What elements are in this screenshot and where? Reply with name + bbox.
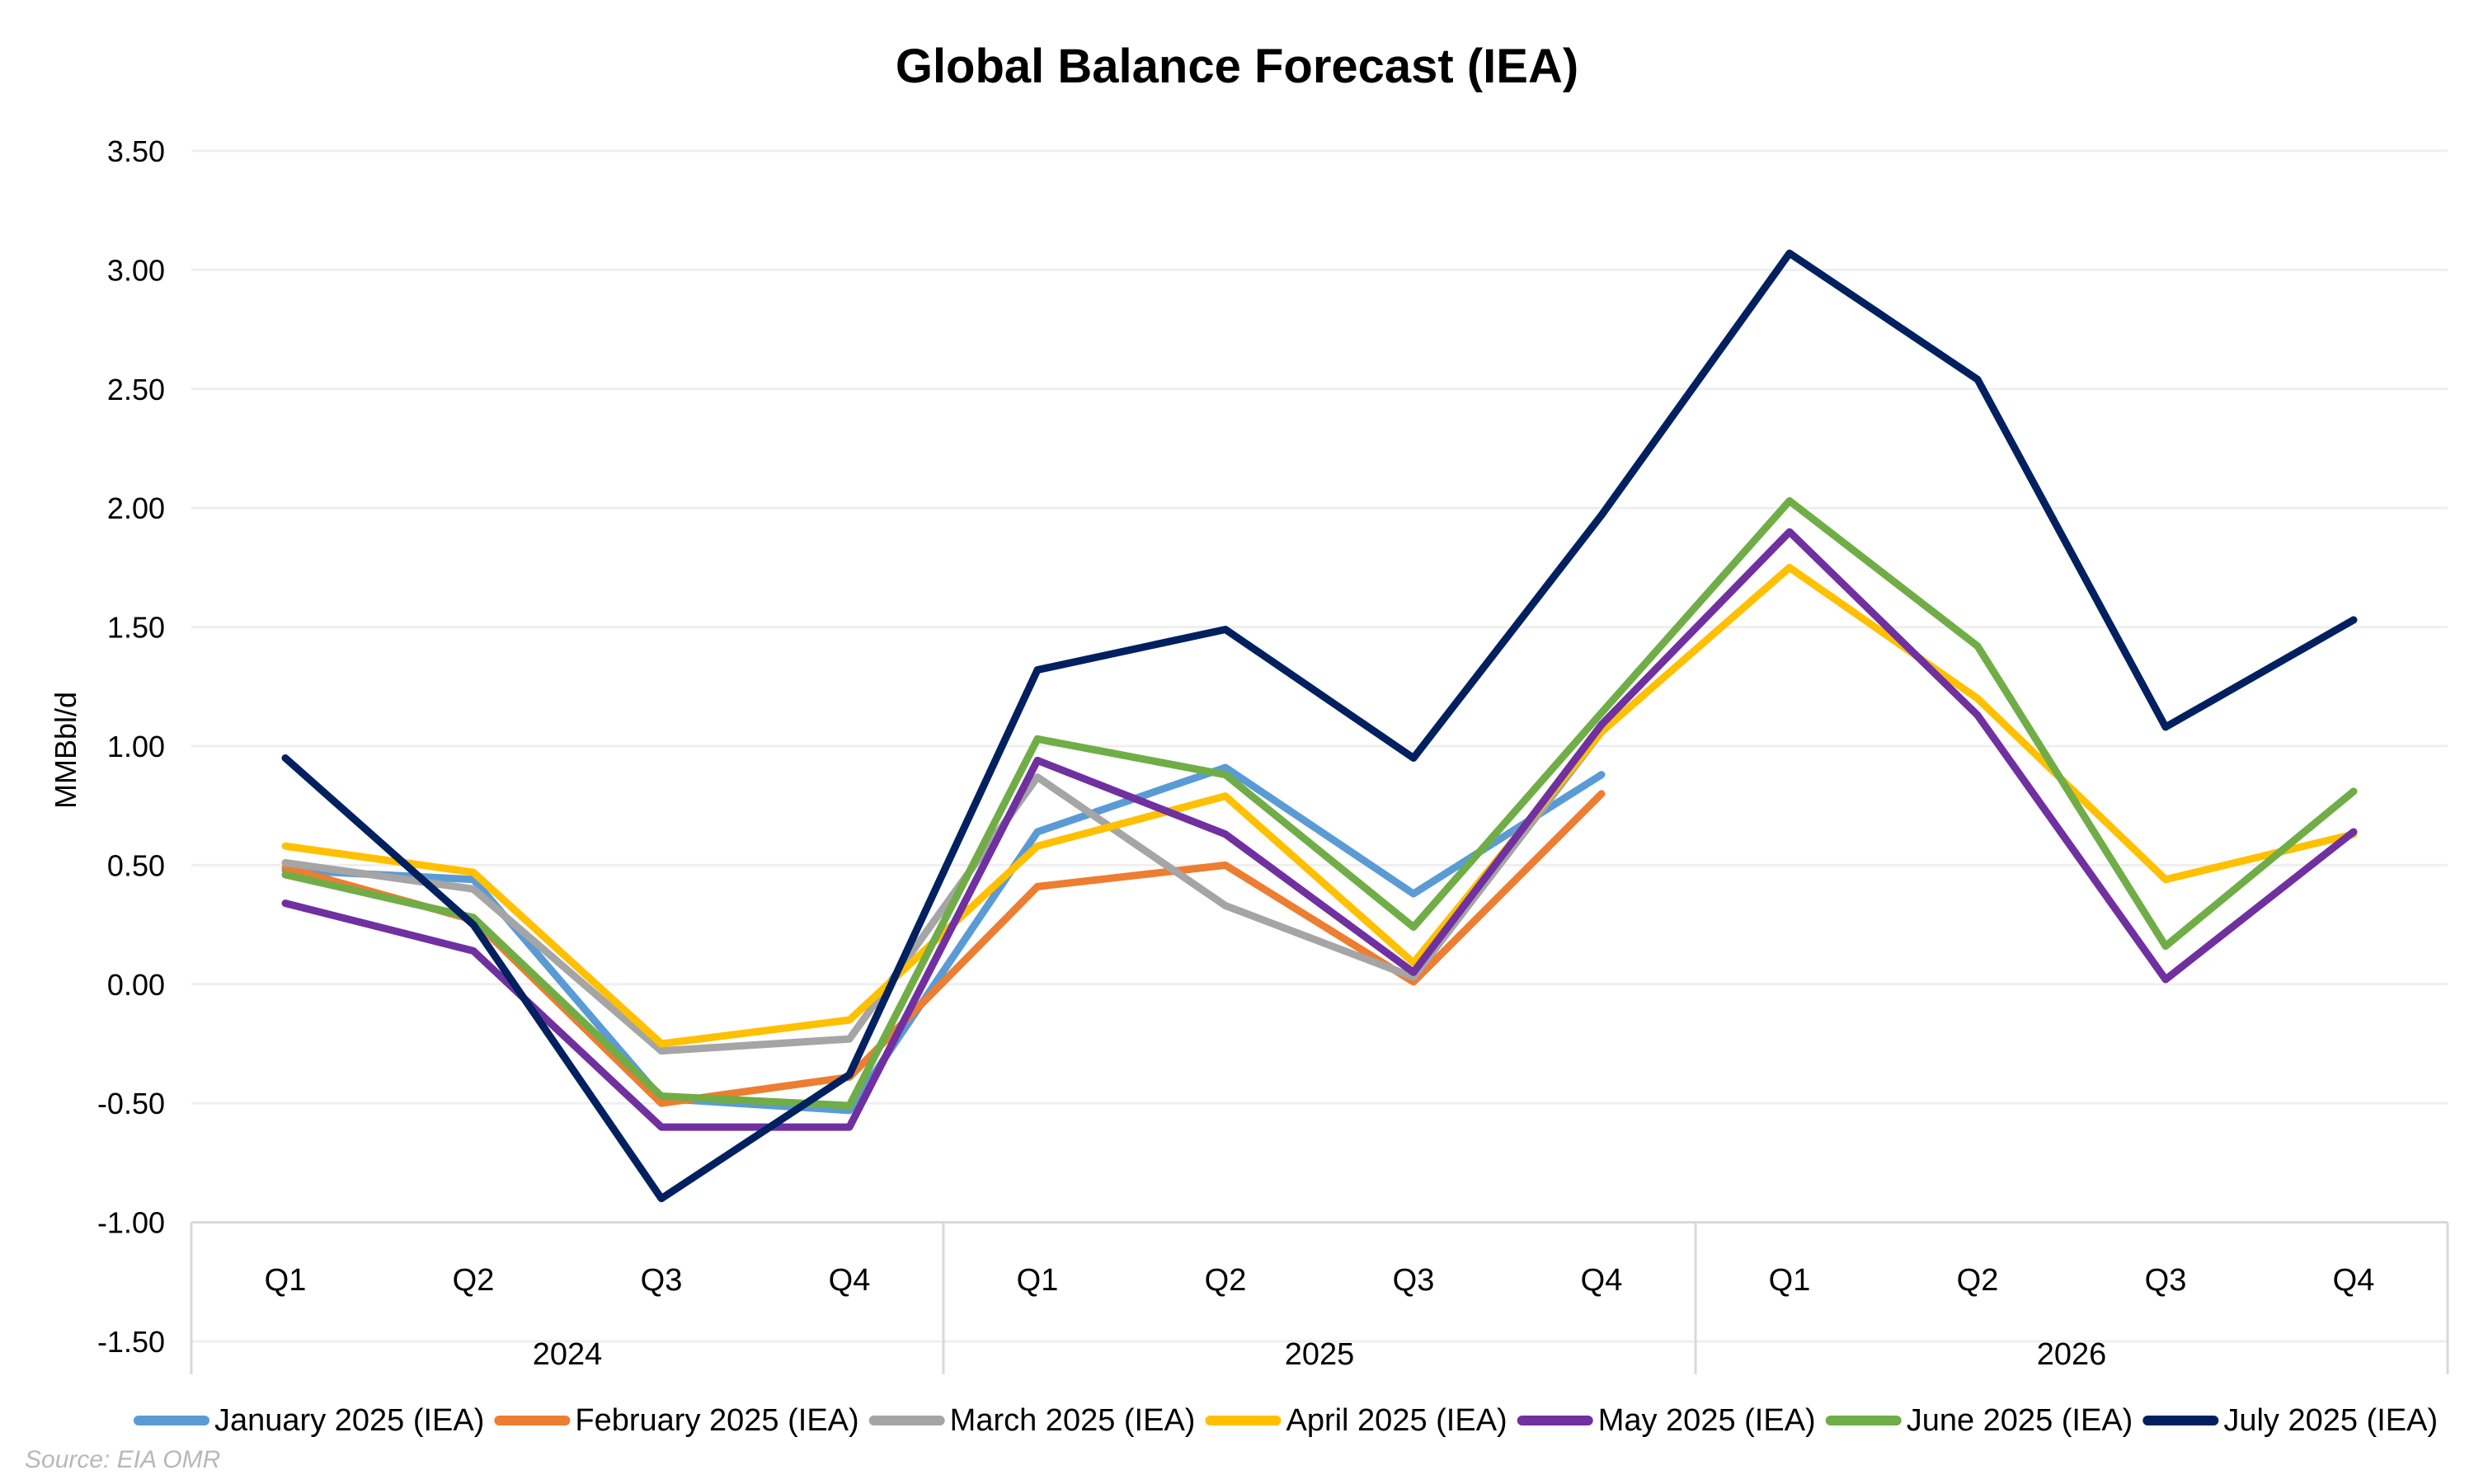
x-group-label: 2025 [1285,1337,1355,1372]
y-axis-ticks: 3.50 3.00 2.50 2.00 1.50 1.00 0.50 0.00 -0.50 -1.… [97,134,165,1359]
legend-label: June 2025 (IEA) [1907,1403,2133,1438]
x-tick-label: Q1 [1017,1263,1059,1298]
legend-label: April 2025 (IEA) [1286,1403,1507,1438]
legend-item: June 2025 (IEA) [1825,1403,2133,1438]
x-axis: 2024 2025 2026 Q1 Q2 Q3 Q4 Q1 Q2 Q3 Q4 Q1 Q2 Q3 Q4 [190,1221,2449,1374]
x-tick-label: Q3 [1393,1263,1435,1298]
x-tick-label: Q4 [1581,1263,1623,1298]
y-tick-label: -1.50 [97,1325,165,1359]
source-note: Source: EIA OMR [25,1446,220,1473]
x-group-label: 2026 [2037,1337,2107,1372]
series-lines [281,249,2358,1203]
x-tick-label: Q2 [1957,1263,1999,1298]
chart-title: Global Balance Forecast (IEA) [896,40,1578,93]
y-tick-label: -1.00 [97,1206,165,1240]
legend-item: March 2025 (IEA) [868,1403,1196,1438]
y-tick-label: 3.00 [107,253,165,287]
y-tick-label: 1.50 [107,611,165,645]
y-tick-label: 0.00 [107,968,165,1002]
series-april-2025-iea [281,563,2358,1048]
gridlines [191,149,2448,1343]
legend-item: May 2025 (IEA) [1517,1403,1816,1438]
series-line [281,728,1606,1055]
series-line [281,563,2358,1048]
x-tick-label: Q2 [1205,1263,1247,1298]
x-tick-label: Q1 [1769,1263,1811,1298]
legend-label: March 2025 (IEA) [950,1403,1196,1438]
series-line [281,249,2358,1203]
series-march-2025-iea [281,728,1606,1055]
legend-label: February 2025 (IEA) [575,1403,858,1438]
legend-label: January 2025 (IEA) [214,1403,484,1438]
y-tick-label: 2.50 [107,373,165,406]
y-axis-label: MMBbl/d [49,692,82,809]
legend-item: July 2025 (IEA) [2142,1403,2438,1438]
series-july-2025-iea [281,249,2358,1203]
legend-label: May 2025 (IEA) [1598,1403,1816,1438]
y-tick-label: 3.50 [107,134,165,168]
series-june-2025-iea [281,497,2358,1110]
series-line [281,528,2358,1131]
legend: January 2025 (IEA) February 2025 (IEA) Mar… [134,1403,2438,1438]
x-tick-label: Q3 [2145,1263,2187,1298]
x-tick-label: Q4 [2333,1263,2375,1298]
x-tick-label: Q1 [265,1263,307,1298]
y-tick-label: 2.00 [107,491,165,525]
series-may-2025-iea [281,528,2358,1131]
x-tick-label: Q4 [829,1263,871,1298]
legend-item: April 2025 (IEA) [1205,1403,1507,1438]
y-tick-label: 0.50 [107,848,165,882]
legend-item: February 2025 (IEA) [494,1403,859,1438]
y-tick-label: 1.00 [107,730,165,763]
series-line [281,497,2358,1110]
legend-item: January 2025 (IEA) [134,1403,484,1438]
x-tick-label: Q3 [641,1263,683,1298]
legend-label: July 2025 (IEA) [2223,1403,2438,1438]
x-group-label: 2024 [533,1337,603,1372]
y-tick-label: -0.50 [97,1087,165,1120]
x-tick-label: Q2 [453,1263,495,1298]
